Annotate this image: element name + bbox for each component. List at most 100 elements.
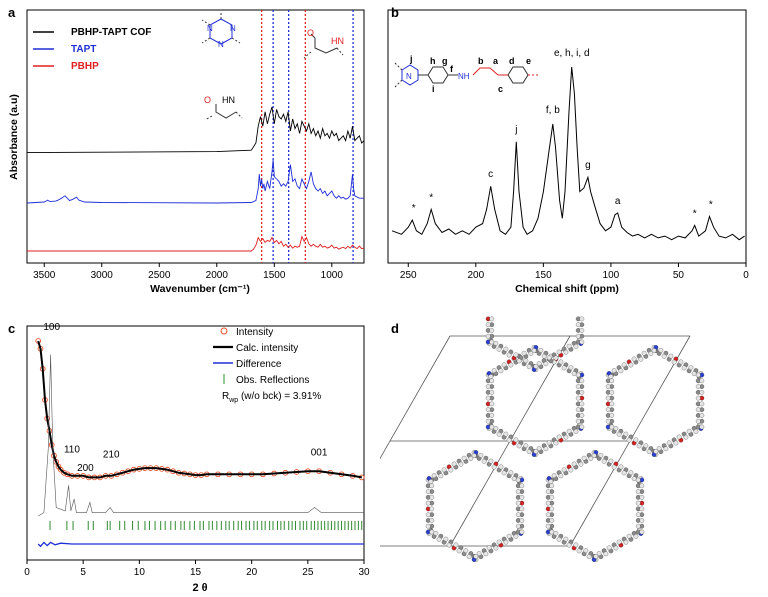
atom — [661, 353, 667, 359]
panel-c-frame — [26, 325, 365, 561]
legend-label-tapt: TAPT — [71, 44, 96, 55]
struct-label-g: g — [442, 56, 448, 66]
legend-label-pbhp: PBHP — [71, 61, 99, 72]
atom — [506, 352, 512, 358]
triazine-n-1: N — [230, 24, 236, 33]
x-tick-label: 2500 — [148, 270, 171, 281]
atom — [646, 449, 652, 455]
atom — [578, 461, 584, 467]
x-tick-label: 150 — [535, 270, 552, 281]
struct-label-h: h — [430, 56, 436, 66]
atom — [563, 434, 569, 440]
atom — [471, 453, 477, 458]
peak-label: * — [429, 192, 433, 203]
legend-label-cof: PBHP-TAPT COF — [71, 27, 151, 38]
atom — [493, 545, 499, 551]
atom — [686, 428, 692, 434]
peak-label: 210 — [103, 449, 120, 460]
atom — [579, 424, 585, 430]
atom — [683, 434, 689, 440]
atom — [609, 413, 615, 418]
atom — [573, 429, 579, 434]
peak-label: * — [412, 203, 416, 214]
panel-d: d — [380, 316, 705, 562]
series-line-2 — [38, 354, 364, 517]
atom — [605, 418, 611, 424]
struct-label-e: e — [526, 56, 531, 66]
atom — [639, 529, 645, 535]
atom — [545, 489, 551, 494]
legend-label-calc: Calc. intensity — [236, 343, 298, 354]
atom — [575, 372, 581, 378]
atom — [618, 368, 624, 374]
peak-label: 001 — [311, 448, 328, 459]
peak-label: * — [693, 208, 697, 219]
framework-structure — [425, 316, 705, 562]
atom — [561, 365, 567, 371]
atom — [556, 434, 562, 440]
peak-label: j — [514, 125, 517, 136]
atom — [631, 356, 637, 362]
atom — [571, 461, 577, 467]
x-tick-label: 15 — [190, 567, 202, 578]
atom — [653, 449, 659, 454]
struct-label-j: j — [409, 54, 413, 64]
atom — [549, 506, 555, 512]
atom — [429, 529, 435, 535]
legend-label-diff: Difference — [236, 359, 282, 370]
panel-d-label: d — [391, 321, 399, 336]
atom — [626, 437, 632, 443]
atom — [579, 328, 585, 333]
panel-c-plot: 100 110 200 210 001 — [35, 322, 365, 548]
atom — [489, 328, 495, 333]
atom — [501, 362, 507, 368]
atom — [621, 362, 627, 368]
x-tick-label: 3500 — [33, 270, 56, 281]
atom — [516, 443, 522, 449]
enamine-hn-left: HN — [222, 95, 235, 105]
atom — [519, 483, 525, 489]
legend-label-intensity: Intensity — [236, 327, 273, 338]
atom — [491, 464, 497, 470]
panel-c-ticks: 0 5 10 15 20 25 30 — [24, 560, 370, 578]
atom — [513, 352, 519, 358]
atom — [676, 434, 682, 440]
x-tick-label: 1500 — [263, 270, 286, 281]
atom — [579, 401, 585, 407]
atom — [611, 464, 617, 470]
atom — [485, 333, 491, 339]
atom — [536, 446, 542, 451]
legend-marker-intensity — [220, 327, 228, 335]
atom — [491, 368, 497, 373]
atom — [678, 359, 684, 365]
atom — [591, 453, 597, 458]
atom — [496, 539, 502, 545]
atom — [519, 529, 525, 535]
struct-n: N — [406, 72, 412, 81]
atom — [526, 449, 532, 455]
atom — [639, 518, 645, 523]
atom — [519, 506, 525, 512]
rwp-text: Rwp (w/o bck) = 3.91% — [222, 391, 321, 404]
atom — [663, 446, 669, 452]
atom — [485, 322, 491, 328]
atom — [433, 530, 439, 536]
struct-label-a: a — [493, 56, 499, 66]
peak-label: g — [585, 160, 591, 171]
atom — [456, 548, 462, 554]
intensity-point — [57, 466, 64, 473]
atom — [545, 500, 551, 506]
atom — [579, 378, 585, 384]
x-tick-label: 3000 — [91, 270, 114, 281]
panel-b: b * * c j f, b e, h, i, d g a * * 250 200 150 100 50 0… — [387, 5, 749, 295]
atom — [523, 443, 529, 449]
atom — [515, 512, 521, 518]
atom — [586, 554, 592, 560]
atom — [566, 343, 572, 349]
series-line-1 — [26, 159, 364, 204]
panel-a-legend: PBHP-TAPT COF TAPT PBHP — [33, 27, 151, 72]
atom — [521, 350, 527, 356]
atom — [608, 458, 614, 464]
atom — [541, 353, 547, 359]
atom — [486, 545, 492, 551]
